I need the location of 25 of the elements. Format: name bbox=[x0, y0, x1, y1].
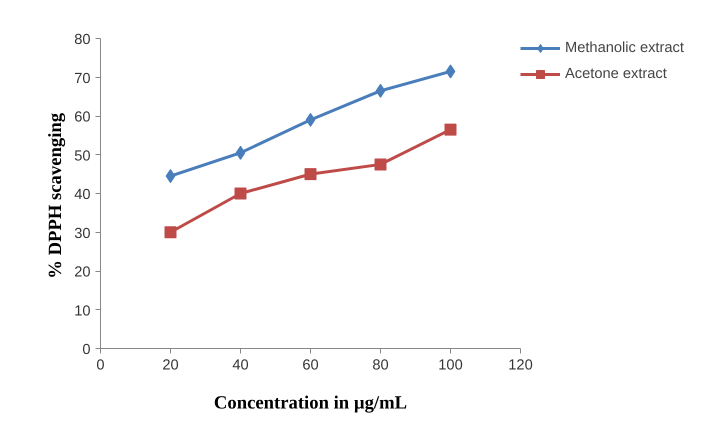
x-tick-label: 40 bbox=[232, 358, 249, 374]
legend-label: Methanolic extract bbox=[565, 40, 684, 56]
x-tick-label: 80 bbox=[372, 358, 389, 374]
y-tick-label: 80 bbox=[74, 32, 91, 48]
point bbox=[374, 158, 386, 170]
y-tick-label: 50 bbox=[74, 148, 91, 164]
y-tick-label: 30 bbox=[74, 226, 91, 242]
y-tick-label: 40 bbox=[74, 187, 91, 203]
x-tick-label: 20 bbox=[162, 358, 179, 374]
y-tick-label: 70 bbox=[74, 70, 91, 87]
x-tick-label: 0 bbox=[96, 358, 105, 374]
y-tick-label: 10 bbox=[74, 303, 91, 320]
y-tick-label: 60 bbox=[74, 110, 91, 126]
y-axis-title: % DPPH scavenging bbox=[45, 112, 66, 279]
x-tick-label: 60 bbox=[302, 358, 319, 374]
point bbox=[444, 124, 456, 136]
x-tick-label: 120 bbox=[508, 358, 533, 374]
point bbox=[164, 226, 176, 238]
point bbox=[304, 168, 316, 180]
point bbox=[234, 188, 246, 200]
legend-label: Acetone extract bbox=[565, 66, 667, 82]
y-tick-label: 20 bbox=[74, 264, 91, 280]
x-tick-label: 100 bbox=[438, 358, 463, 374]
y-tick-label: 0 bbox=[82, 342, 91, 358]
x-axis-title: Concentration in µg/mL bbox=[214, 392, 408, 414]
